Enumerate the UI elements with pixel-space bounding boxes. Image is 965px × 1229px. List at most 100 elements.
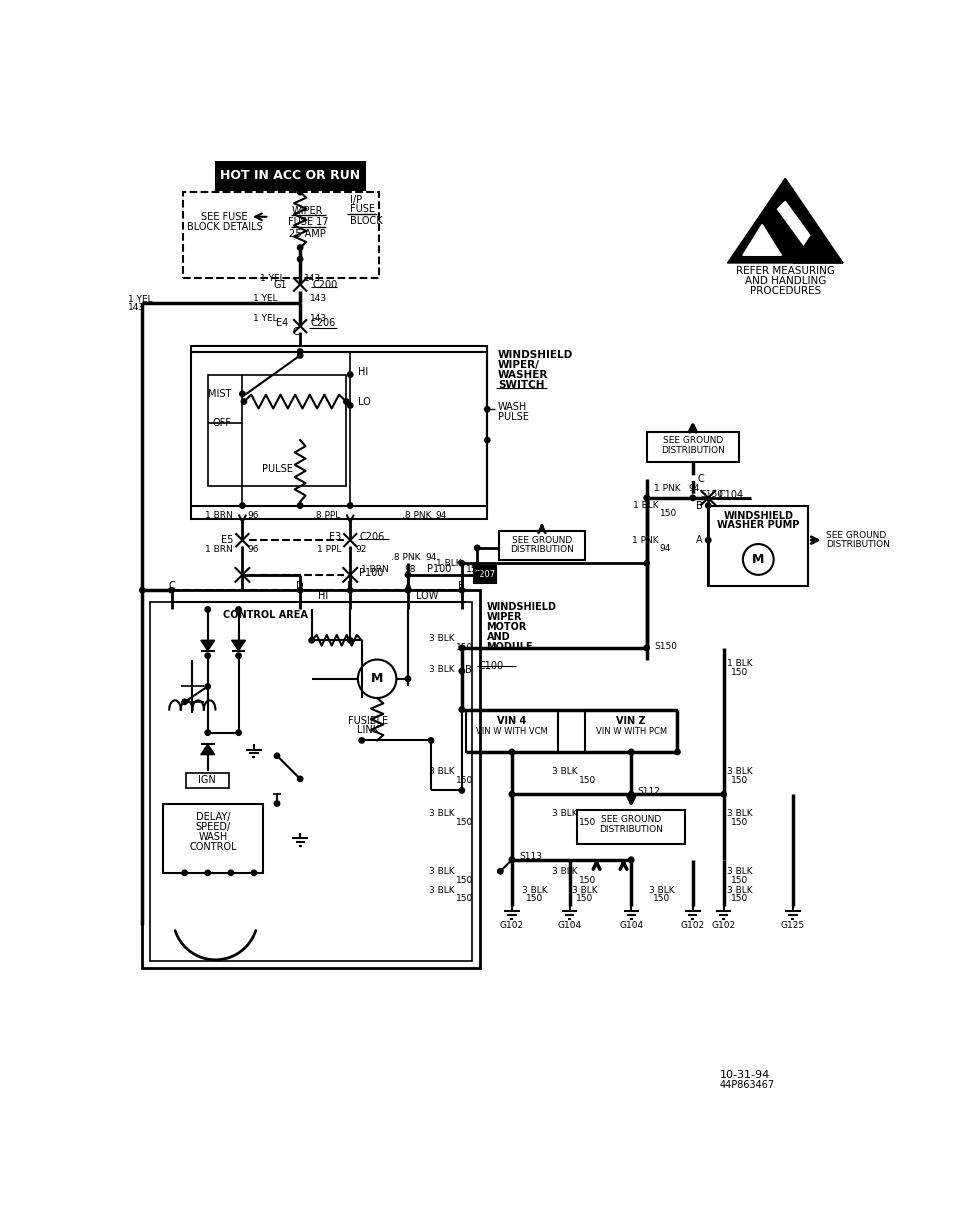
Text: VIN 4: VIN 4 [497,717,527,726]
Text: DELAY/: DELAY/ [196,812,231,822]
Text: G125: G125 [781,921,805,929]
Circle shape [344,399,349,404]
Text: 150: 150 [455,819,473,827]
Bar [163,804,263,873]
Text: 3 BLK: 3 BLK [728,809,753,819]
Text: 3 BLK: 3 BLK [522,886,548,895]
Text: MIST: MIST [208,388,232,399]
Text: WINDSHIELD: WINDSHIELD [724,510,793,521]
Text: OFF: OFF [212,418,232,428]
Text: WASH: WASH [199,832,228,842]
Text: 143: 143 [304,274,321,283]
Text: WASHER: WASHER [498,370,548,381]
Circle shape [235,653,241,659]
Text: WASH: WASH [498,402,527,412]
Text: AND: AND [486,632,510,643]
Text: MOTOR: MOTOR [486,622,527,632]
Text: 96: 96 [248,544,260,554]
Text: 3 BLK: 3 BLK [728,886,753,895]
Circle shape [690,495,696,500]
Text: HI: HI [358,366,368,376]
Bar [474,565,496,583]
Text: 3 BLK: 3 BLK [428,634,455,643]
Circle shape [239,503,245,509]
Bar [191,347,487,520]
Circle shape [205,653,210,659]
Text: 94: 94 [426,553,437,562]
Text: S150: S150 [654,642,677,651]
Text: .8 PPL: .8 PPL [313,511,341,520]
Circle shape [459,645,464,650]
Circle shape [235,730,241,735]
Text: 150: 150 [731,775,749,785]
Circle shape [705,537,711,543]
Text: 1 YEL: 1 YEL [253,294,278,302]
Circle shape [459,788,464,793]
Text: AND HANDLING: AND HANDLING [745,275,826,285]
Text: 92: 92 [355,544,367,554]
Circle shape [359,737,365,744]
Text: 1 BRN: 1 BRN [206,544,234,554]
Text: 150: 150 [731,893,749,903]
Circle shape [510,791,514,796]
Text: C206: C206 [359,532,385,542]
Text: 150: 150 [731,819,749,827]
Text: .8 PNK: .8 PNK [401,511,431,520]
Text: B: B [465,665,472,675]
Bar [150,602,472,961]
Text: 150: 150 [455,876,473,885]
Text: SWITCH: SWITCH [498,381,544,391]
Text: FUSE 17: FUSE 17 [288,218,328,227]
Text: G104: G104 [620,921,644,929]
Circle shape [169,587,175,592]
Text: 143: 143 [128,304,146,312]
Text: CONTROL AREA: CONTROL AREA [223,610,308,619]
Polygon shape [793,229,843,263]
Circle shape [205,607,210,612]
Circle shape [182,870,187,875]
Circle shape [239,391,245,397]
Text: 1 BRN: 1 BRN [361,565,389,574]
Circle shape [644,560,649,567]
Text: 44P863467: 44P863467 [720,1080,775,1090]
Text: P100: P100 [359,568,384,579]
Text: B: B [696,500,703,510]
Polygon shape [201,640,214,650]
Text: P100: P100 [427,564,452,574]
Text: DISTRIBUTION: DISTRIBUTION [826,541,890,549]
Text: SEE FUSE: SEE FUSE [202,211,248,221]
Circle shape [205,870,210,875]
Text: VIN W WITH VCM: VIN W WITH VCM [476,726,548,736]
Circle shape [484,407,490,412]
Text: 10-31-94: 10-31-94 [720,1070,770,1080]
Circle shape [205,730,210,735]
Text: S207: S207 [475,569,495,579]
Text: 150: 150 [731,876,749,885]
Circle shape [274,753,280,758]
Text: C104: C104 [718,489,743,500]
Text: D: D [296,581,304,591]
Text: HI: HI [317,591,328,601]
Text: LINK: LINK [357,725,379,735]
Text: 150: 150 [455,775,473,785]
Circle shape [675,750,680,755]
Circle shape [628,750,634,755]
Circle shape [297,349,303,354]
Text: A: A [696,535,703,546]
Circle shape [347,503,353,509]
Circle shape [297,353,303,358]
Text: 1 BLK: 1 BLK [728,659,753,667]
Polygon shape [201,745,214,755]
Text: 94: 94 [435,511,446,520]
Text: E5: E5 [221,535,234,546]
Text: 150: 150 [455,893,473,903]
Text: 150: 150 [526,893,543,903]
Text: BLOCK: BLOCK [350,215,383,226]
Circle shape [297,777,303,782]
Polygon shape [232,640,245,650]
Text: 3 BLK: 3 BLK [428,767,455,775]
Text: WIPER: WIPER [292,205,323,215]
Bar [585,709,677,752]
Circle shape [347,372,353,377]
Text: PROCEDURES: PROCEDURES [750,285,821,296]
